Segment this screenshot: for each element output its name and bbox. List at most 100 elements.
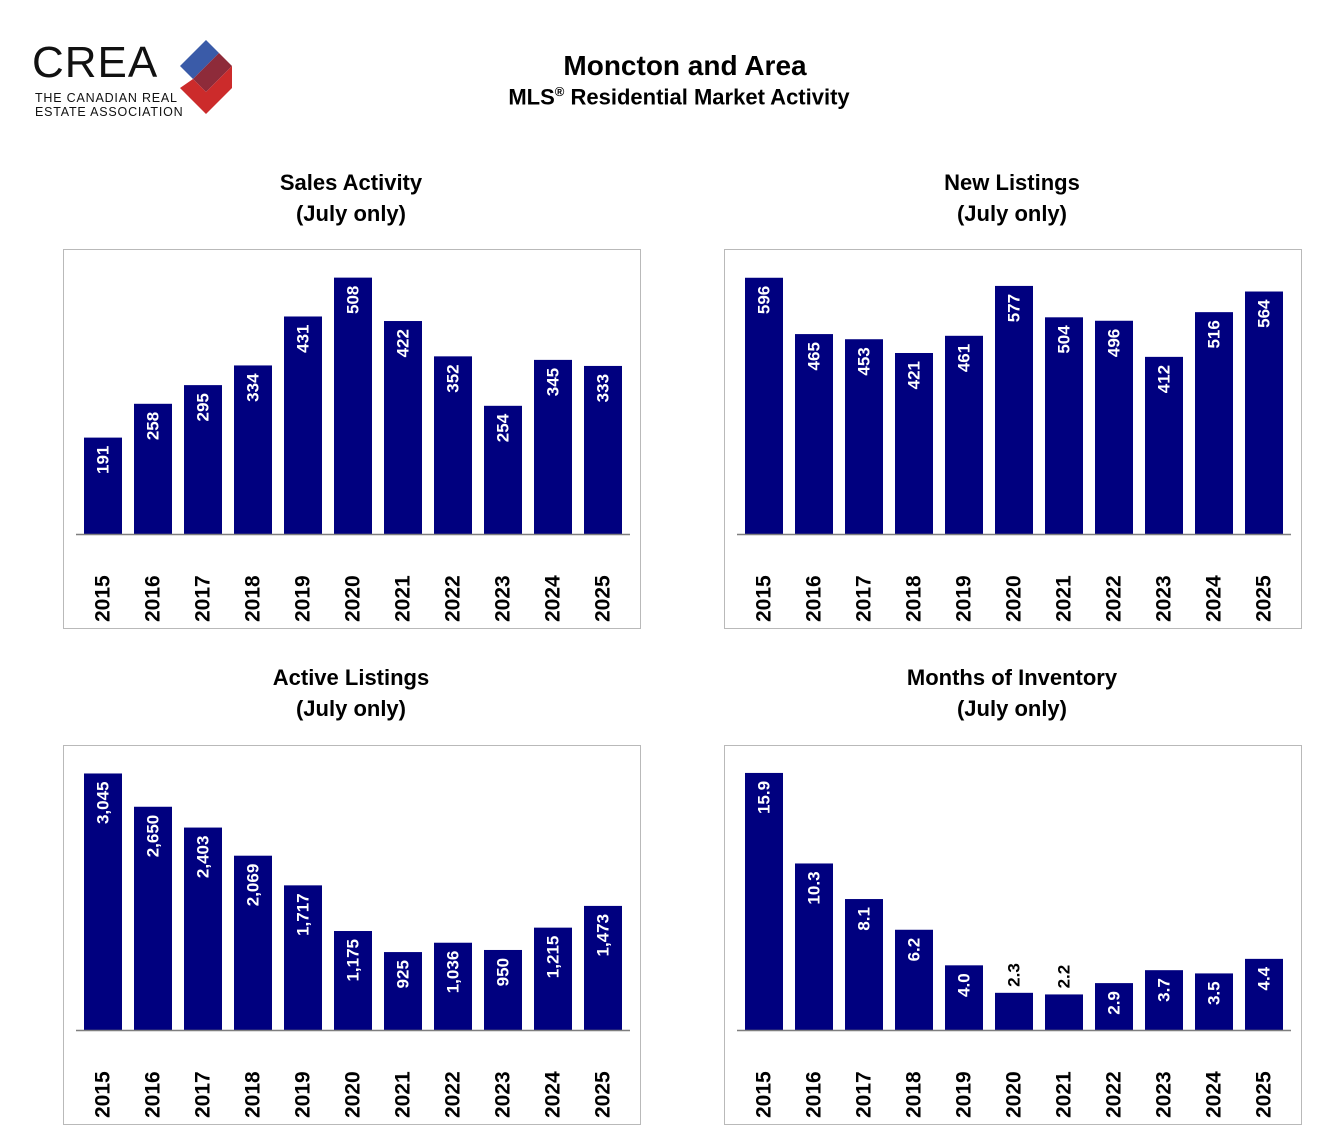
months-of-inventory-chart: 15.9 2015 10.3 2016 8.1 2017 6.2 2018 4.0 2019 2.3…	[724, 745, 1302, 1125]
bar	[434, 356, 472, 534]
bar	[334, 277, 372, 534]
bar	[745, 772, 783, 1030]
data-label: 412	[1155, 365, 1174, 393]
crea-diamond-icon	[180, 40, 232, 114]
x-tick-label: 2016	[142, 575, 165, 622]
bar	[845, 339, 883, 534]
bar	[284, 316, 322, 534]
data-label: 453	[855, 347, 874, 375]
data-label: 577	[1005, 294, 1024, 322]
bar	[484, 405, 522, 534]
data-label: 925	[394, 960, 413, 988]
bar	[1195, 973, 1233, 1030]
new-listings-plot: 596 2015 465 2016 453 2017 421 2018 461 2019 577 20…	[737, 277, 1291, 622]
data-label: 2,069	[244, 864, 263, 907]
x-tick-label: 2015	[753, 575, 776, 622]
chart-title-text: Sales Activity	[279, 170, 423, 195]
data-label: 496	[1105, 329, 1124, 357]
chart-title-active-listings: Active Listings (July only)	[62, 662, 640, 724]
data-label: 3.5	[1205, 981, 1224, 1005]
chart-title-new-listings: New Listings (July only)	[723, 167, 1301, 229]
bar	[384, 952, 422, 1030]
bar	[1145, 970, 1183, 1030]
data-label: 334	[244, 373, 263, 402]
data-label: 191	[94, 446, 113, 474]
x-tick-label: 2023	[1153, 1071, 1176, 1118]
x-tick-label: 2023	[1153, 575, 1176, 622]
logo-tagline-line-1: THE CANADIAN REAL	[35, 91, 178, 105]
bar	[995, 992, 1033, 1030]
x-tick-label: 2024	[542, 1071, 565, 1118]
x-tick-label: 2019	[953, 1071, 976, 1118]
data-label: 345	[544, 368, 563, 396]
data-label: 2.9	[1105, 991, 1124, 1015]
bar	[945, 965, 983, 1030]
data-label: 4.0	[955, 973, 974, 997]
x-tick-label: 2017	[853, 575, 876, 622]
x-tick-label: 2019	[292, 575, 315, 622]
bar	[134, 806, 172, 1030]
bar	[1045, 994, 1083, 1030]
data-label: 3.7	[1155, 978, 1174, 1002]
page-subtitle: MLS® Residential Market Activity	[0, 84, 1342, 110]
chart-title-months-of-inventory: Months of Inventory (July only)	[723, 662, 1301, 724]
bar	[384, 321, 422, 534]
chart-title-text: Active Listings	[272, 665, 430, 690]
x-tick-label: 2022	[442, 1071, 465, 1118]
x-tick-label: 2024	[1203, 575, 1226, 622]
page-subtitle-suffix: Residential Market Activity	[564, 84, 850, 110]
data-label: 596	[755, 286, 774, 314]
data-label: 461	[955, 344, 974, 372]
bar	[584, 365, 622, 534]
data-label: 950	[494, 958, 513, 986]
x-tick-label: 2025	[592, 575, 615, 622]
bar	[995, 285, 1033, 534]
x-tick-label: 2025	[1253, 575, 1276, 622]
data-label: 258	[144, 412, 163, 440]
x-tick-label: 2018	[903, 1071, 926, 1118]
bar	[1245, 291, 1283, 534]
data-label: 2,403	[194, 836, 213, 879]
bar	[1045, 317, 1083, 534]
bar	[84, 437, 122, 534]
bar	[484, 949, 522, 1030]
bar	[1095, 983, 1133, 1030]
sales-activity-chart: 191 2015 258 2016 295 2017 334 2018 431 2019 508 20…	[63, 249, 641, 629]
data-label: 508	[344, 286, 363, 314]
bar	[234, 855, 272, 1030]
logo-tagline: THE CANADIAN REAL ESTATE ASSOCIATION	[35, 91, 183, 119]
chart-subtitle-text: (July only)	[956, 201, 1067, 226]
x-tick-label: 2020	[342, 575, 365, 622]
data-label: 465	[805, 342, 824, 370]
logo-tagline-line-2: ESTATE ASSOCIATION	[35, 105, 184, 119]
chart-title-sales-activity: Sales Activity (July only)	[62, 167, 640, 229]
x-tick-label: 2017	[853, 1071, 876, 1118]
data-label: 2.2	[1055, 965, 1074, 989]
crea-logo: CREA THE CANADIAN REAL ESTATE ASSOCIATIO…	[30, 38, 240, 122]
bar	[1195, 312, 1233, 534]
data-label: 4.4	[1255, 966, 1274, 990]
bar	[134, 403, 172, 534]
data-label: 1,473	[594, 914, 613, 957]
page-title: Moncton and Area	[563, 50, 807, 81]
page-subtitle-prefix: MLS	[508, 84, 555, 110]
data-label: 295	[194, 393, 213, 421]
sales-activity-plot: 191 2015 258 2016 295 2017 334 2018 431 2019 508 20…	[76, 277, 630, 622]
bar	[795, 334, 833, 534]
data-label: 564	[1255, 299, 1274, 328]
x-tick-label: 2022	[1103, 1071, 1126, 1118]
x-tick-label: 2017	[192, 575, 215, 622]
bar	[584, 905, 622, 1030]
bar	[434, 942, 472, 1030]
new-listings-chart: 596 2015 465 2016 453 2017 421 2018 461 2019 577 20…	[724, 249, 1302, 629]
data-label: 1,036	[444, 951, 463, 994]
x-tick-label: 2020	[1003, 1071, 1026, 1118]
x-tick-label: 2021	[1053, 575, 1076, 622]
data-label: 15.9	[755, 781, 774, 814]
x-tick-label: 2020	[1003, 575, 1026, 622]
x-tick-label: 2021	[392, 575, 415, 622]
bar	[845, 899, 883, 1030]
data-label: 3,045	[94, 781, 113, 824]
x-tick-label: 2015	[753, 1071, 776, 1118]
months-of-inventory-plot: 15.9 2015 10.3 2016 8.1 2017 6.2 2018 4.0 2019 2.3…	[737, 772, 1291, 1118]
